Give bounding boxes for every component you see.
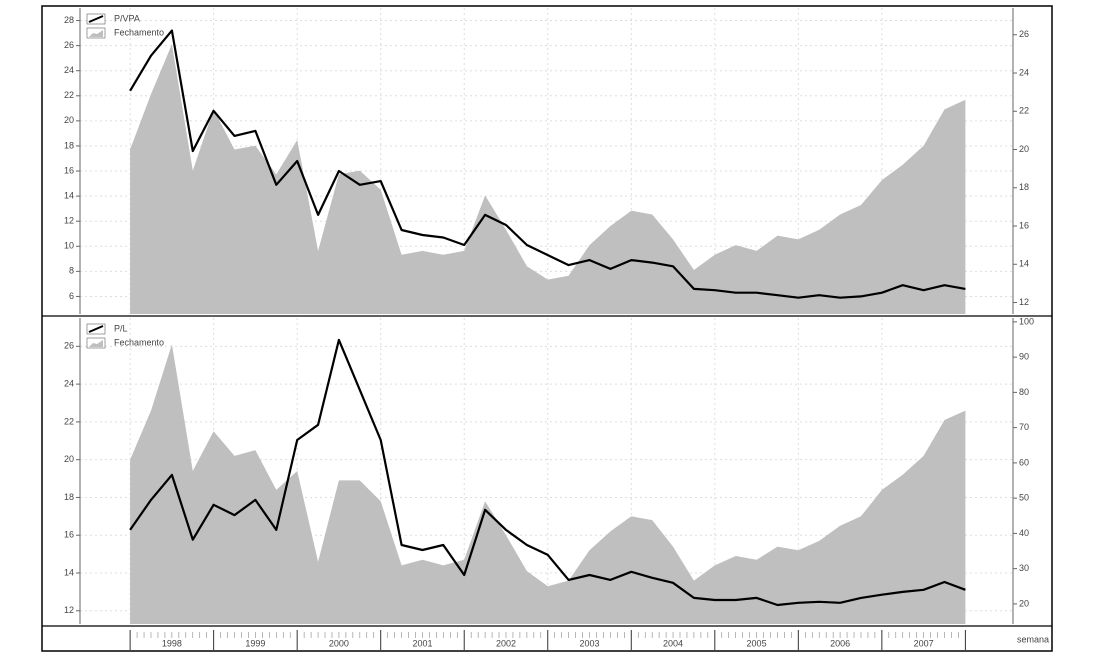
y2-tick-label: 16 — [1019, 220, 1029, 230]
y-tick-label: 22 — [64, 90, 74, 100]
y2-tick-label: 20 — [1019, 144, 1029, 154]
y-tick-label: 22 — [64, 416, 74, 426]
y2-tick-label: 90 — [1019, 352, 1029, 362]
y-tick-label: 24 — [64, 65, 74, 75]
y-tick-label: 16 — [64, 165, 74, 175]
y2-tick-label: 24 — [1019, 67, 1029, 77]
x-tick-label: 1999 — [245, 638, 265, 648]
y-tick-label: 8 — [69, 266, 74, 276]
x-tick-label: 2000 — [329, 638, 349, 648]
legend-label: Fechamento — [114, 337, 164, 347]
y2-tick-label: 18 — [1019, 182, 1029, 192]
y-tick-label: 10 — [64, 241, 74, 251]
y-tick-label: 12 — [64, 216, 74, 226]
legend-box — [86, 27, 106, 39]
y-tick-label: 14 — [64, 190, 74, 200]
x-tick-label: 2007 — [914, 638, 934, 648]
x-tick-label: 2005 — [747, 638, 767, 648]
y2-tick-label: 20 — [1019, 598, 1029, 608]
legend-area-icon — [89, 30, 103, 37]
y-tick-label: 26 — [64, 341, 74, 351]
legend-label: Fechamento — [114, 27, 164, 37]
y-tick-label: 28 — [64, 15, 74, 25]
y-tick-label: 18 — [64, 492, 74, 502]
y2-tick-label: 100 — [1019, 316, 1034, 326]
y2-tick-label: 40 — [1019, 528, 1029, 538]
y-tick-label: 24 — [64, 378, 74, 388]
area-series — [130, 44, 966, 315]
y-tick-label: 16 — [64, 530, 74, 540]
y-tick-label: 26 — [64, 40, 74, 50]
x-tick-label: 2004 — [663, 638, 683, 648]
y2-tick-label: 30 — [1019, 563, 1029, 573]
y2-tick-label: 26 — [1019, 29, 1029, 39]
y-tick-label: 18 — [64, 140, 74, 150]
legend-label: P/VPA — [114, 13, 140, 23]
x-tick-label: 1998 — [162, 638, 182, 648]
legend-box — [86, 337, 106, 349]
y-tick-label: 20 — [64, 454, 74, 464]
y2-tick-label: 80 — [1019, 387, 1029, 397]
legend-area-icon — [89, 340, 103, 347]
legend-label: P/L — [114, 323, 128, 333]
y-tick-label: 6 — [69, 291, 74, 301]
y2-tick-label: 70 — [1019, 422, 1029, 432]
y-tick-label: 12 — [64, 605, 74, 615]
legend-line-icon — [88, 15, 104, 23]
y2-tick-label: 14 — [1019, 259, 1029, 269]
x-tick-label: 2001 — [412, 638, 432, 648]
line-series — [129, 338, 966, 607]
y-tick-label: 14 — [64, 567, 74, 577]
x-tick-label: 2003 — [580, 638, 600, 648]
y2-tick-label: 50 — [1019, 493, 1029, 503]
y2-tick-label: 60 — [1019, 457, 1029, 467]
area-series — [130, 344, 966, 624]
line-series — [129, 29, 966, 299]
x-tick-label: 2002 — [496, 638, 516, 648]
y2-tick-label: 22 — [1019, 106, 1029, 116]
legend-line-icon — [88, 325, 104, 333]
y-tick-label: 20 — [64, 115, 74, 125]
y2-tick-label: 12 — [1019, 297, 1029, 307]
x-axis-title: semana — [1017, 634, 1049, 644]
x-tick-label: 2006 — [830, 638, 850, 648]
